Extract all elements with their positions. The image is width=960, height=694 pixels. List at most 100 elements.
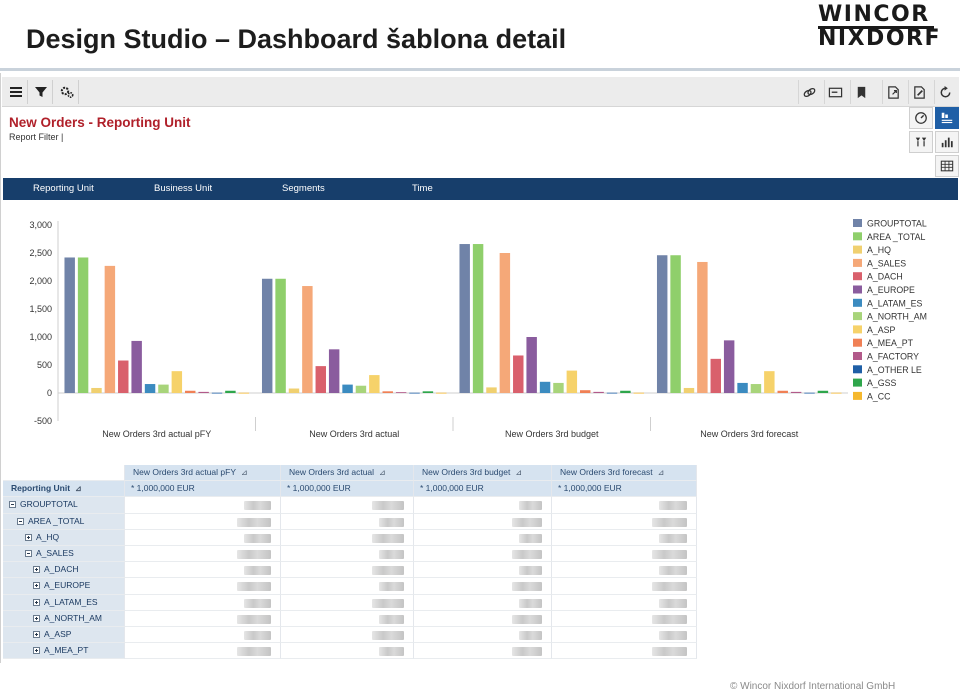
sort-icon[interactable]: ⊿ (75, 484, 82, 494)
obscured-value (652, 614, 687, 624)
bookmark-icon[interactable] (850, 80, 872, 104)
legend-swatch (853, 219, 862, 227)
filter-icon[interactable] (29, 80, 53, 104)
row-label: A_DACH (3, 562, 125, 579)
row-label-text: A_MEA_PT (44, 645, 89, 656)
bar-area-total (77, 257, 89, 393)
bar-a-gss (817, 390, 829, 393)
obscured-value (372, 598, 404, 608)
obscured-value (237, 582, 271, 592)
card-icon[interactable] (824, 80, 846, 104)
edit-icon[interactable] (908, 80, 930, 104)
obscured-value (244, 631, 271, 640)
obscured-value (659, 533, 687, 543)
sort-icon[interactable]: ⊿ (657, 468, 665, 477)
value-cell (125, 594, 281, 611)
value-cell (414, 497, 552, 514)
value-cell (414, 610, 552, 627)
chart-table-icon[interactable] (935, 107, 959, 129)
column-header[interactable]: New Orders 3rd budget ⊿ (414, 465, 552, 482)
row-label-text: A_DACH (44, 564, 79, 575)
legend-swatch (853, 325, 862, 334)
bar-a-dach (315, 366, 326, 393)
legend-swatch (853, 338, 862, 347)
obscured-value (244, 566, 271, 576)
unit-label: * 1,000,000 EUR (414, 481, 552, 498)
bar-a-asp (764, 371, 775, 393)
expand-icon[interactable] (33, 614, 40, 622)
sort-icon[interactable]: ⊿ (379, 468, 386, 477)
column-header[interactable]: New Orders 3rd forecast ⊿ (552, 465, 697, 482)
bar-a-cc (633, 392, 645, 394)
row-label-text: A_HQ (36, 531, 60, 542)
expand-icon[interactable] (33, 598, 40, 606)
link-icon[interactable] (798, 80, 820, 104)
obscured-value (659, 631, 687, 640)
obscured-value (379, 517, 404, 527)
obscured-value (237, 550, 271, 559)
value-cell (125, 610, 281, 627)
expand-icon[interactable] (33, 582, 40, 590)
expand-icon[interactable] (33, 631, 40, 638)
bar-a-other-le (211, 392, 223, 394)
bar-a-cc (831, 392, 842, 394)
sort-icon[interactable]: ⊿ (515, 468, 523, 477)
expand-icon[interactable] (33, 647, 40, 655)
company-logo: WINCOR NIXDORF (818, 2, 940, 50)
expand-icon[interactable] (33, 566, 40, 574)
unit-label: * 1,000,000 EUR (552, 481, 697, 498)
value-cell (125, 546, 281, 563)
row-label: A_LATAM_ES (3, 594, 125, 611)
filter-tab-time[interactable]: Time (412, 183, 433, 194)
collapse-icon[interactable] (17, 517, 24, 525)
y-tick-label: 2,500 (29, 248, 52, 258)
bar-a-factory (790, 391, 802, 393)
legend-label: A_SALES (867, 258, 906, 268)
bar-a-latam-es (737, 382, 748, 393)
value-cell (552, 643, 697, 660)
table-row: A_MEA_PT (3, 643, 697, 660)
bar-a-mea-pt (777, 390, 788, 393)
collapse-icon[interactable] (25, 550, 32, 557)
menu-icon[interactable] (4, 80, 28, 104)
bar-a-dach (118, 360, 129, 393)
bar-chart-icon[interactable] (935, 131, 959, 153)
logo-text-bottom: NIXDORF (818, 26, 941, 51)
value-cell (552, 594, 697, 611)
export-icon[interactable] (882, 80, 904, 104)
obscured-value (244, 501, 271, 511)
sort-icon[interactable]: ⊿ (240, 468, 248, 477)
table-icon[interactable] (935, 155, 959, 177)
column-header-label: New Orders 3rd budget (422, 467, 511, 477)
collapse-icon[interactable] (9, 501, 16, 509)
filter-tab-business-unit[interactable]: Business Unit (154, 183, 213, 194)
legend-label: A_MEA_PT (867, 338, 914, 348)
value-cell (414, 513, 552, 530)
bar-a-dach (513, 355, 524, 393)
filter-tab-segments[interactable]: Segments (282, 183, 325, 194)
report-filter-label[interactable]: Report Filter | (9, 132, 64, 142)
value-cell (552, 627, 697, 644)
logo-text-top: WINCOR (818, 2, 930, 27)
sort-icon[interactable] (909, 131, 933, 153)
refresh-icon[interactable] (934, 80, 956, 104)
bar-a-latam-es (144, 384, 156, 393)
obscured-value (237, 647, 271, 657)
value-cell (552, 562, 697, 579)
row-dimension-header[interactable]: Reporting Unit ⊿ (3, 481, 125, 498)
settings-icon[interactable] (55, 80, 79, 104)
column-header[interactable]: New Orders 3rd actual pFY ⊿ (125, 465, 281, 482)
bar-grouptotal (261, 278, 273, 393)
value-cell (125, 627, 281, 644)
legend-swatch (853, 298, 862, 307)
table-row: A_HQ (3, 529, 697, 546)
bar-a-gss (225, 390, 236, 393)
gauge-icon[interactable] (909, 107, 933, 129)
filter-tab-reporting-unit[interactable]: Reporting Unit (33, 183, 94, 194)
column-header[interactable]: New Orders 3rd actual ⊿ (281, 465, 414, 482)
expand-icon[interactable] (25, 533, 32, 541)
value-cell (281, 513, 414, 530)
obscured-value (652, 550, 687, 559)
value-cell (552, 578, 697, 595)
obscured-value (512, 550, 542, 559)
